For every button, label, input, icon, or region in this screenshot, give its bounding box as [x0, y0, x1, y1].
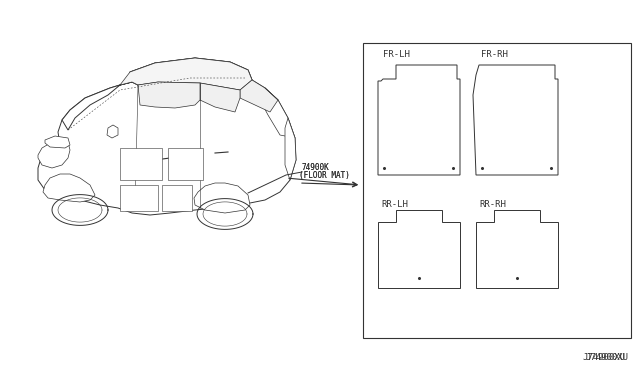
Polygon shape [285, 118, 296, 180]
Polygon shape [38, 80, 296, 215]
Polygon shape [130, 58, 252, 90]
Polygon shape [38, 140, 70, 168]
Polygon shape [62, 58, 252, 130]
Text: FR-LH: FR-LH [383, 50, 410, 59]
Polygon shape [378, 210, 460, 288]
Text: 74900K: 74900K [302, 163, 330, 172]
Polygon shape [107, 125, 118, 138]
Bar [120, 148, 162, 180]
Polygon shape [240, 80, 278, 112]
Polygon shape [194, 183, 250, 213]
Text: (FLOOR MAT): (FLOOR MAT) [299, 171, 350, 180]
Bar [162, 185, 192, 211]
Polygon shape [260, 88, 295, 138]
Text: RR-RH: RR-RH [479, 200, 506, 209]
Bar [120, 185, 158, 211]
Bar [363, 43, 631, 338]
Polygon shape [138, 82, 200, 108]
Text: 74900K: 74900K [302, 163, 330, 172]
Text: J74900XU: J74900XU [582, 353, 625, 362]
Text: J74900XU: J74900XU [585, 353, 628, 362]
Polygon shape [476, 210, 558, 288]
Polygon shape [120, 58, 252, 90]
Polygon shape [200, 83, 240, 112]
Polygon shape [45, 136, 70, 148]
Text: (FLOOR MAT): (FLOOR MAT) [299, 171, 350, 180]
Polygon shape [43, 174, 95, 202]
Polygon shape [473, 65, 558, 175]
Text: RR-LH: RR-LH [381, 200, 408, 209]
Bar [168, 148, 203, 180]
Polygon shape [378, 65, 460, 175]
Text: FR-RH: FR-RH [481, 50, 508, 59]
